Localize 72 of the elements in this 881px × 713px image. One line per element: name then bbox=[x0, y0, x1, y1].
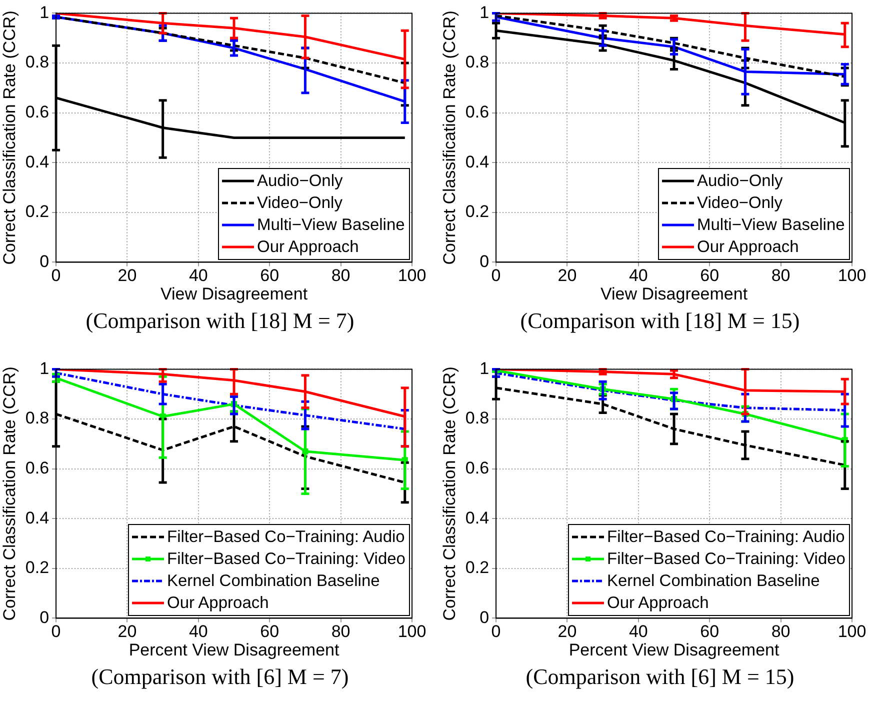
y-tick-label: 0.8 bbox=[25, 52, 50, 72]
legend-label: Filter−Based Co−Training: Audio bbox=[607, 527, 845, 548]
legend-label: Filter−Based Co−Training: Video bbox=[607, 549, 846, 570]
legend-label: Multi−View Baseline bbox=[257, 215, 405, 236]
x-tick-label: 40 bbox=[628, 622, 648, 642]
y-tick-label: 0 bbox=[40, 608, 50, 627]
legend-label: Kernel Combination Baseline bbox=[607, 571, 820, 592]
legend-label: Video−Only bbox=[257, 193, 342, 214]
x-axis-title: Percent View Disagreement bbox=[568, 640, 780, 660]
x-axis-title: Percent View Disagreement bbox=[128, 640, 340, 660]
y-tick-label: 1 bbox=[40, 2, 50, 22]
y-tick-label: 1 bbox=[480, 2, 490, 22]
legend-label: Our Approach bbox=[257, 237, 359, 258]
y-tick-label: 0.2 bbox=[465, 558, 490, 578]
x-tick-label: 60 bbox=[700, 266, 720, 286]
y-tick-label: 0.4 bbox=[25, 152, 50, 172]
x-tick-label: 60 bbox=[260, 266, 280, 286]
x-tick-label: 20 bbox=[118, 622, 137, 642]
legend-label: Our Approach bbox=[167, 593, 269, 614]
legend-label: Audio−Only bbox=[697, 171, 783, 192]
legend-label: Video−Only bbox=[697, 193, 782, 214]
legend-label: Filter−Based Co−Training: Video bbox=[167, 549, 406, 570]
y-axis-title: Correct Classification Rate (CCR) bbox=[0, 366, 19, 621]
x-tick-label: 80 bbox=[771, 622, 790, 642]
y-tick-label: 0 bbox=[480, 252, 490, 271]
legend-label: Kernel Combination Baseline bbox=[167, 571, 380, 592]
text: (Comparison with [6] M = 7) bbox=[90, 664, 350, 690]
x-tick-label: 80 bbox=[771, 266, 790, 286]
y-tick-label: 0.4 bbox=[25, 508, 50, 528]
y-axis-title: Correct Classification Rate (CCR) bbox=[440, 10, 459, 265]
y-tick-label: 0.6 bbox=[465, 102, 490, 122]
legend-label: Our Approach bbox=[607, 593, 709, 614]
x-tick-label: 40 bbox=[628, 266, 648, 286]
x-tick-label: 60 bbox=[260, 622, 280, 642]
y-tick-label: 0.6 bbox=[465, 458, 490, 478]
x-tick-label: 20 bbox=[558, 622, 577, 642]
x-tick-label: 80 bbox=[331, 266, 350, 286]
y-axis-title: Correct Classification Rate (CCR) bbox=[0, 10, 19, 265]
y-tick-label: 0.6 bbox=[25, 458, 50, 478]
text: (Comparison with [18] M = 15) bbox=[519, 308, 801, 334]
x-tick-label: 60 bbox=[700, 622, 720, 642]
x-tick-label: 100 bbox=[398, 266, 426, 286]
x-tick-label: 80 bbox=[331, 622, 350, 642]
x-tick-label: 40 bbox=[188, 622, 208, 642]
legend-label: Filter−Based Co−Training: Audio bbox=[167, 527, 405, 548]
legend-label: Audio−Only bbox=[257, 171, 343, 192]
y-tick-label: 0.4 bbox=[465, 508, 490, 528]
y-tick-label: 0.8 bbox=[25, 408, 50, 428]
y-axis-title: Correct Classification Rate (CCR) bbox=[440, 366, 459, 621]
x-axis-title: View Disagreement bbox=[160, 284, 308, 304]
y-tick-label: 1 bbox=[40, 358, 50, 378]
y-tick-label: 0.2 bbox=[465, 202, 490, 222]
legend-label: Our Approach bbox=[697, 237, 799, 258]
x-tick-label: 20 bbox=[558, 266, 577, 286]
y-tick-label: 0.4 bbox=[465, 152, 490, 172]
y-tick-label: 1 bbox=[480, 358, 490, 378]
y-tick-label: 0.2 bbox=[25, 558, 50, 578]
y-tick-label: 0.8 bbox=[465, 52, 490, 72]
x-tick-label: 40 bbox=[188, 266, 208, 286]
x-tick-label: 100 bbox=[838, 266, 866, 286]
y-tick-label: 0 bbox=[40, 252, 50, 271]
text: (Comparison with [6] M = 15) bbox=[524, 664, 796, 690]
x-tick-label: 20 bbox=[118, 266, 137, 286]
legend-label: Multi−View Baseline bbox=[697, 215, 845, 236]
y-tick-label: 0 bbox=[480, 608, 490, 627]
x-tick-label: 100 bbox=[838, 622, 866, 642]
x-tick-label: 100 bbox=[398, 622, 426, 642]
x-axis-title: View Disagreement bbox=[600, 284, 748, 304]
text: (Comparison with [18] M = 7) bbox=[84, 308, 356, 334]
y-tick-label: 0.6 bbox=[25, 102, 50, 122]
y-tick-label: 0.8 bbox=[465, 408, 490, 428]
y-tick-label: 0.2 bbox=[25, 202, 50, 222]
